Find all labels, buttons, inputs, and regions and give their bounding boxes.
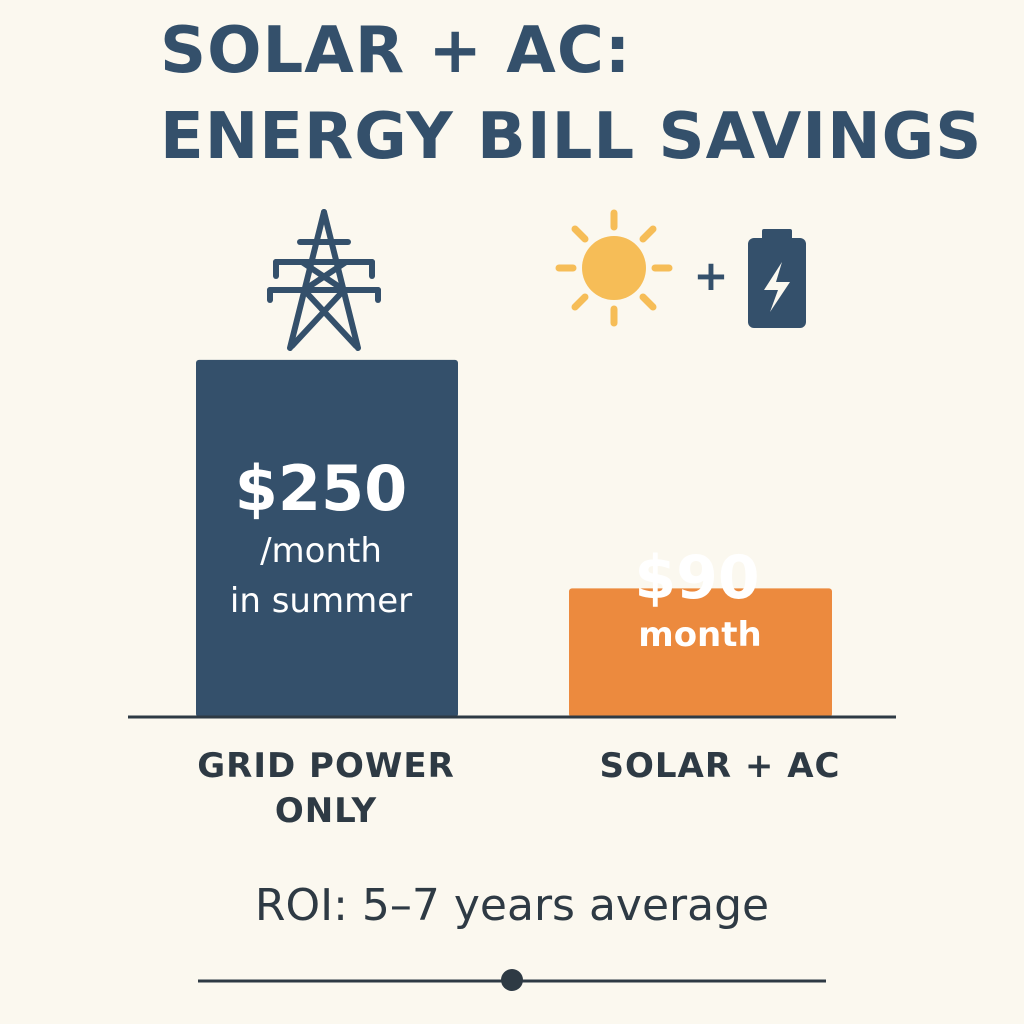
category-label-solar-line1: SOLAR + AC bbox=[599, 746, 841, 786]
grid-bar-period: /month bbox=[260, 531, 382, 571]
category-label-grid: GRID POWER ONLY bbox=[176, 744, 476, 834]
roi-note: ROI: 5–7 years average bbox=[254, 880, 770, 931]
plus-sign: + bbox=[693, 251, 728, 300]
title-line-1: SOLAR + AC: bbox=[160, 14, 632, 88]
transmission-tower-icon bbox=[267, 209, 381, 351]
grid-bar-amount: $250 bbox=[235, 452, 408, 525]
bar-grid-power bbox=[196, 359, 458, 717]
bar-solar-ac bbox=[569, 588, 832, 717]
footer-rule-knob bbox=[501, 969, 523, 991]
solar-bar-period: month bbox=[638, 615, 761, 655]
solar-bar-amount: $90 bbox=[634, 543, 759, 613]
sun-icon bbox=[555, 209, 673, 327]
battery-bolt-icon bbox=[748, 229, 806, 328]
category-label-solar: SOLAR + AC bbox=[570, 744, 870, 789]
category-label-grid-line1: GRID POWER bbox=[197, 746, 455, 786]
grid-bar-season: in summer bbox=[230, 581, 412, 621]
page-title: SOLAR + AC: ENERGY BILL SAVINGS bbox=[160, 8, 982, 180]
category-label-grid-line2: ONLY bbox=[274, 791, 378, 831]
title-line-2: ENERGY BILL SAVINGS bbox=[160, 100, 983, 174]
